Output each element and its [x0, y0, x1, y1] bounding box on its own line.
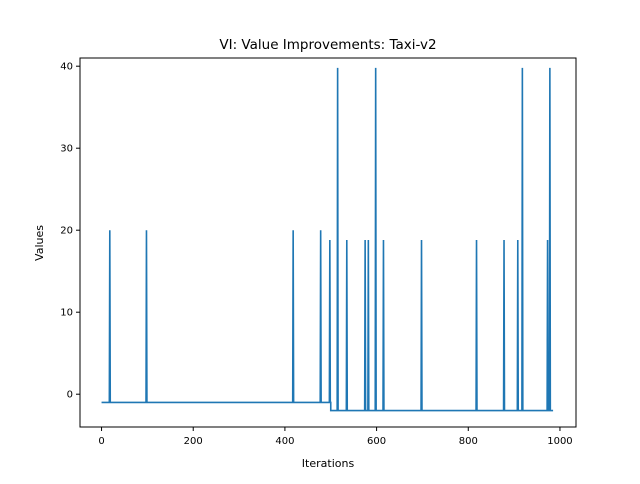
plot-frame — [79, 57, 577, 428]
y-axis: 0 10 20 30 40 — [60, 62, 80, 401]
x-tick-label: 600 — [367, 436, 386, 447]
plot-area — [101, 67, 554, 412]
x-tick-label: 1000 — [547, 436, 572, 447]
x-tick-label: 800 — [459, 436, 478, 447]
y-tick-label: 40 — [60, 62, 73, 73]
chart-title: VI: Value Improvements: Taxi-v2 — [219, 37, 436, 53]
y-tick-label: 10 — [60, 308, 73, 319]
x-tick-label: 0 — [98, 436, 104, 447]
x-axis-label: Iterations — [302, 457, 355, 470]
y-tick-label: 0 — [67, 390, 73, 401]
y-tick-label: 30 — [60, 144, 73, 155]
x-tick-label: 200 — [184, 436, 203, 447]
x-tick-label: 400 — [275, 436, 294, 447]
y-tick-label: 20 — [60, 226, 73, 237]
y-axis-label: Values — [33, 225, 46, 261]
x-axis: 0 200 400 600 800 1000 — [98, 427, 573, 447]
series-line — [101, 67, 554, 412]
